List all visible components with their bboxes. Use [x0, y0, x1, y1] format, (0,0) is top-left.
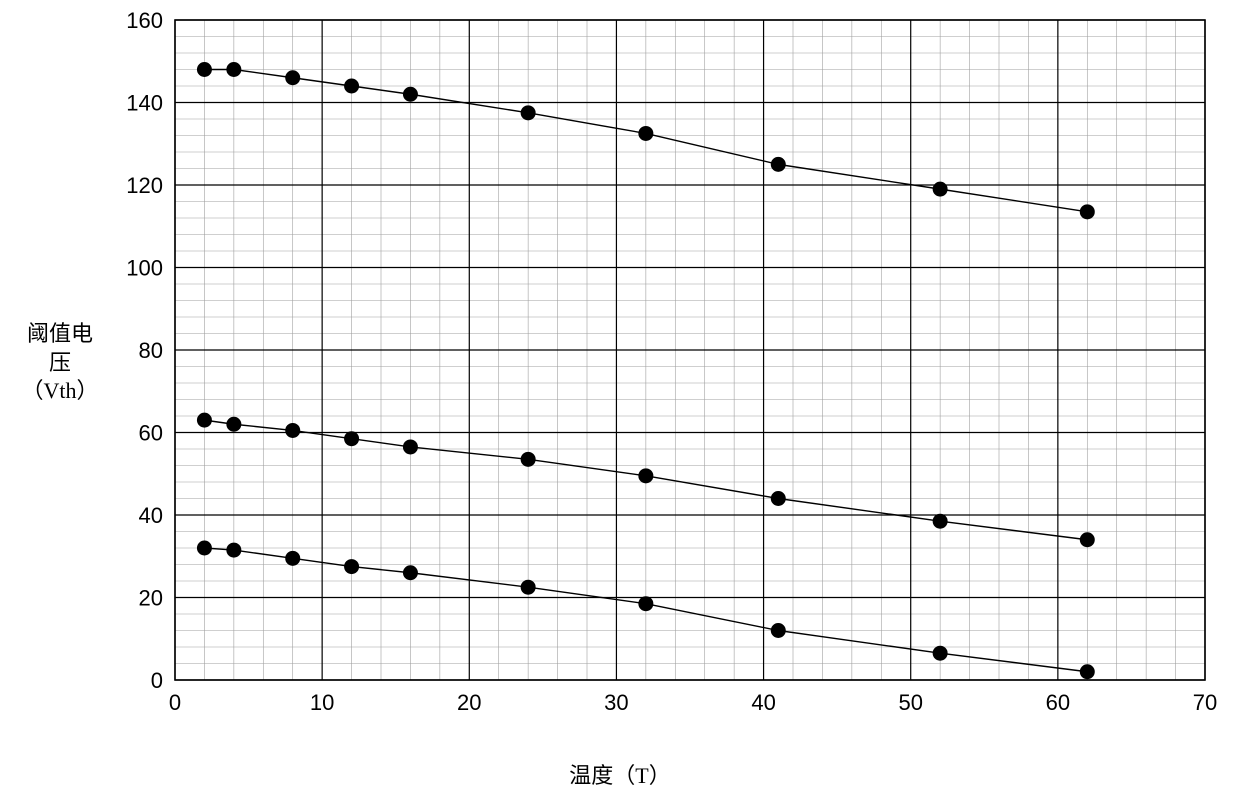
svg-text:20: 20 [457, 690, 481, 715]
svg-text:20: 20 [139, 586, 163, 611]
svg-text:40: 40 [751, 690, 775, 715]
y-axis-label-line3: （Vth） [10, 377, 110, 406]
y-axis-label-line1: 阈值电 [10, 320, 110, 349]
svg-text:50: 50 [898, 690, 922, 715]
svg-text:0: 0 [151, 668, 163, 693]
svg-text:10: 10 [310, 690, 334, 715]
svg-text:160: 160 [126, 10, 163, 33]
svg-text:40: 40 [139, 503, 163, 528]
y-axis-label-line2: 压 [10, 349, 110, 378]
chart-plot: 0 10 20 30 40 50 60 70 0 20 40 60 80 100 120 140 160 [120, 10, 1220, 730]
x-axis-label: 温度（T） [0, 758, 1240, 790]
y-axis-label: 阈值电 压 （Vth） [10, 320, 110, 406]
svg-text:0: 0 [169, 690, 181, 715]
svg-text:80: 80 [139, 338, 163, 363]
svg-text:120: 120 [126, 173, 163, 198]
svg-text:60: 60 [1046, 690, 1070, 715]
svg-text:30: 30 [604, 690, 628, 715]
svg-text:70: 70 [1193, 690, 1217, 715]
svg-text:100: 100 [126, 256, 163, 281]
svg-text:140: 140 [126, 91, 163, 116]
svg-text:60: 60 [139, 421, 163, 446]
